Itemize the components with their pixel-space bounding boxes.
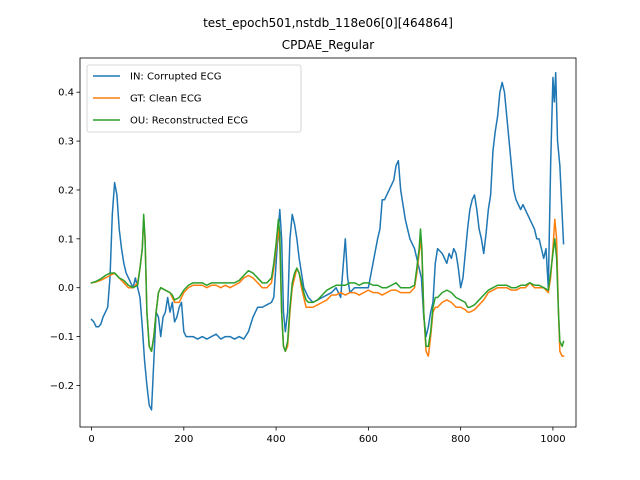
x-tick-label: 0 xyxy=(88,434,94,445)
legend-label-2: GT: Clean ECG xyxy=(130,94,202,105)
y-tick-label: 0.0 xyxy=(58,283,74,294)
x-tick-label: 200 xyxy=(174,434,193,445)
legend: IN: Corrupted ECG GT: Clean ECG OU: Recons… xyxy=(86,64,302,133)
y-tick-label: 0.1 xyxy=(58,234,74,245)
chart-subtitle: CPDAE_Regular xyxy=(282,38,375,52)
legend-label-1: IN: Corrupted ECG xyxy=(130,72,221,83)
legend-label-3: OU: Reconstructed ECG xyxy=(130,116,248,127)
series-layer xyxy=(90,71,565,411)
plot-frame xyxy=(79,57,577,428)
ticks-layer: 0 200 400 600 800 1000 −0.2 −0.1 0.0 0.1 0.2 0.3 0.4 xyxy=(50,88,566,445)
legend-box xyxy=(86,64,302,133)
chart-title: test_epoch501,nstdb_118e06[0][464864] xyxy=(203,16,453,30)
y-tick-label: 0.3 xyxy=(58,137,74,148)
y-tick-label: 0.2 xyxy=(58,185,74,196)
x-tick-label: 400 xyxy=(267,434,286,445)
series-line-3 xyxy=(90,213,565,352)
y-tick-label: −0.1 xyxy=(50,332,74,343)
y-tick-label: 0.4 xyxy=(58,88,74,99)
x-tick-label: 800 xyxy=(451,434,470,445)
y-tick-label: −0.2 xyxy=(50,381,74,392)
x-tick-label: 600 xyxy=(359,434,378,445)
x-tick-label: 1000 xyxy=(540,434,565,445)
